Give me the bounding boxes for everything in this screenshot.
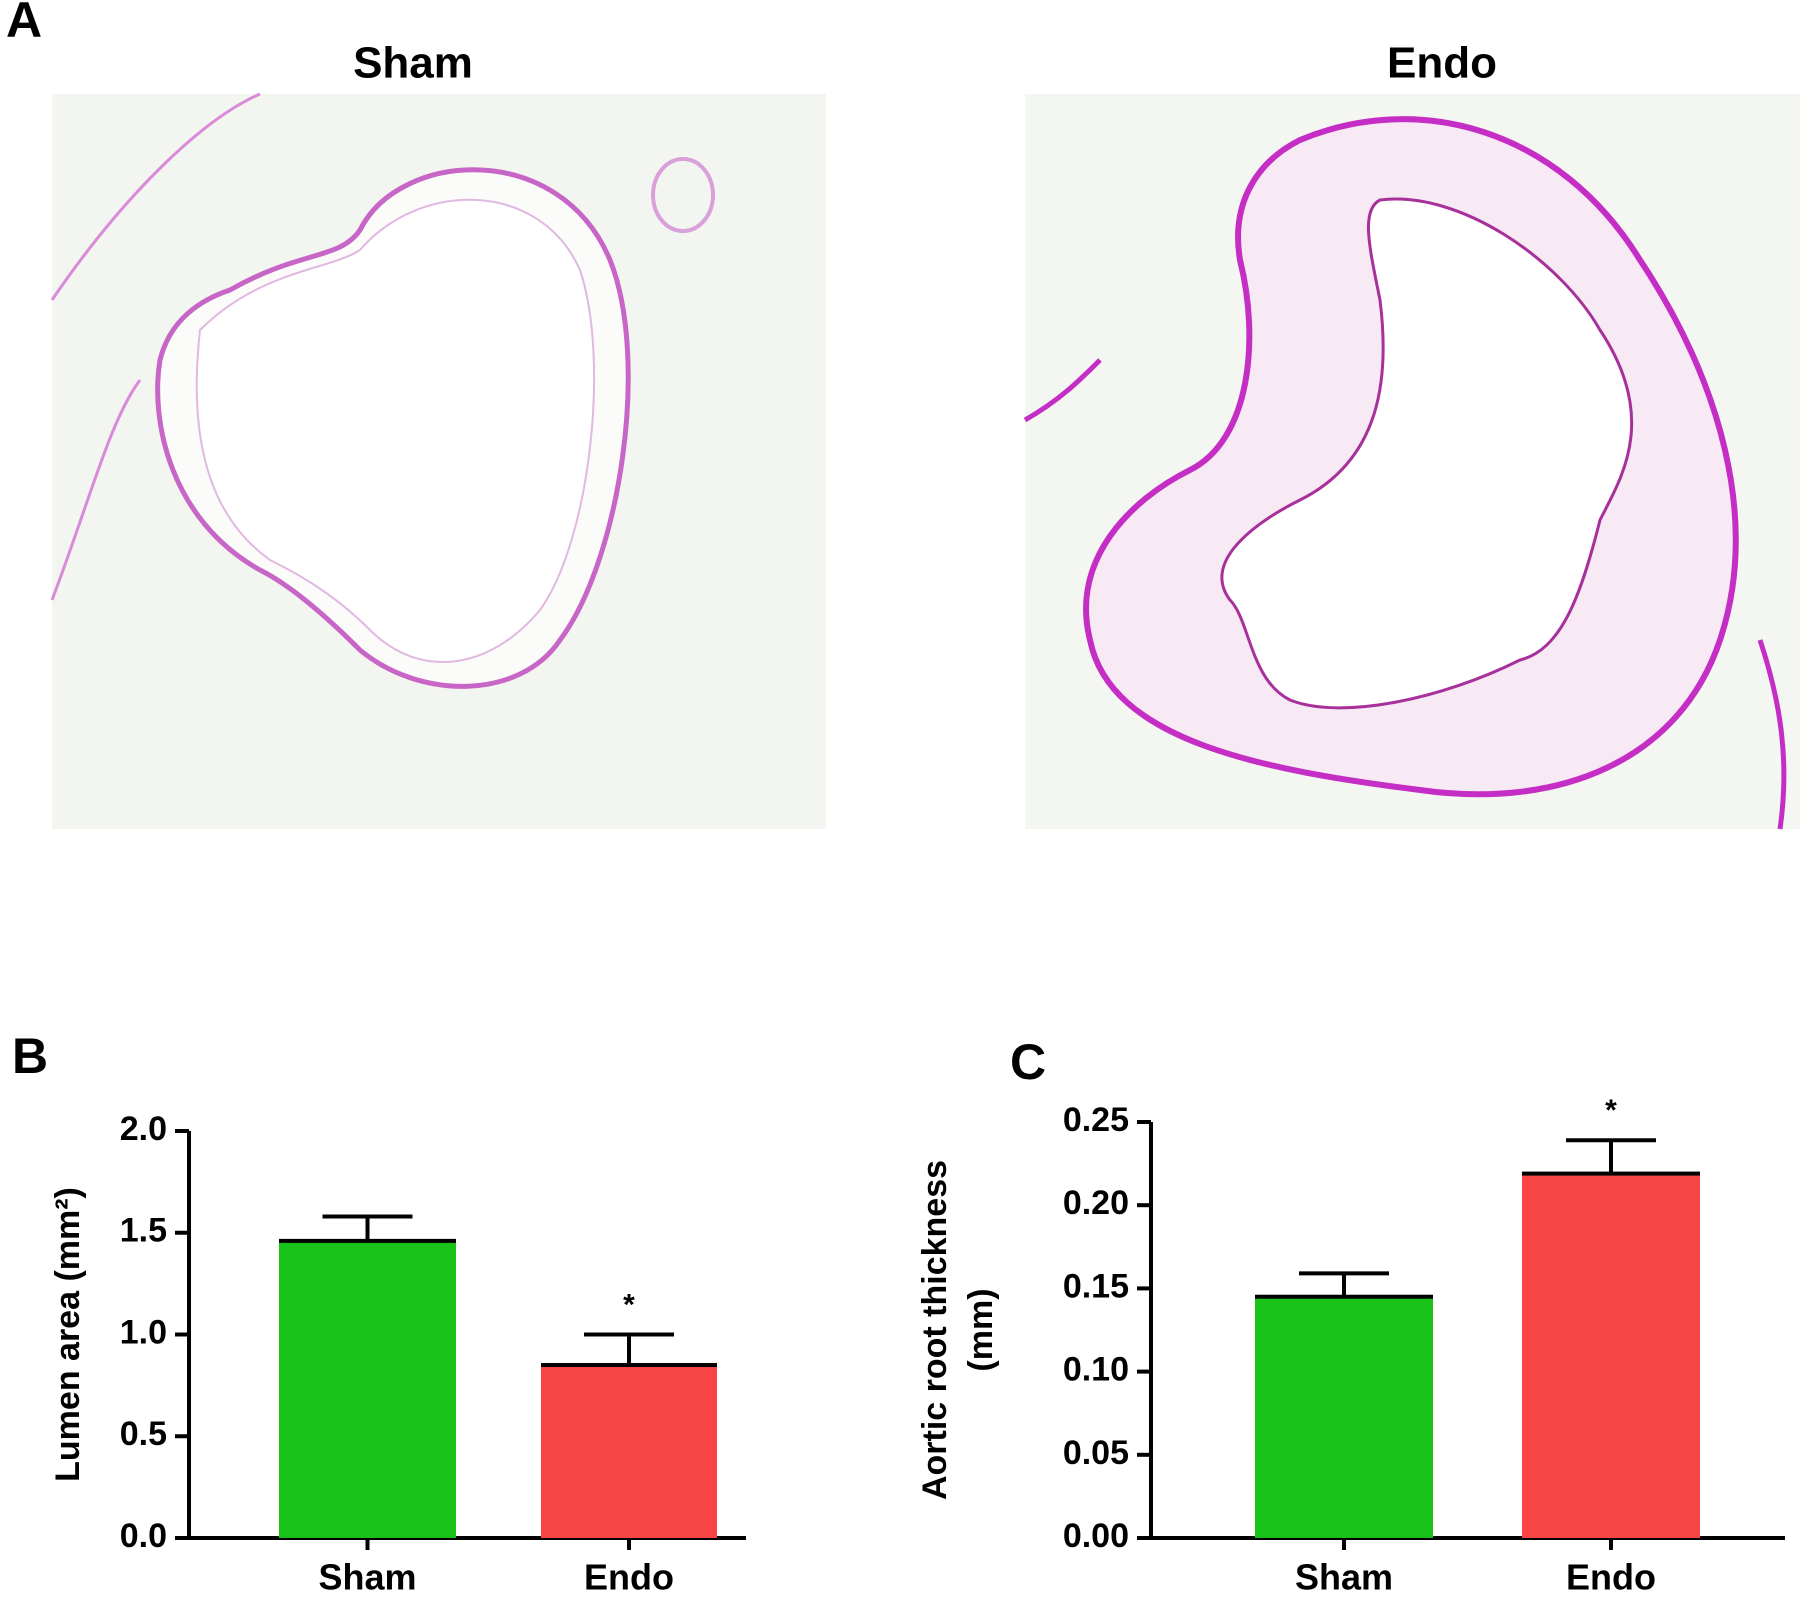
x-tick-label: Endo xyxy=(1566,1557,1656,1597)
bar-top xyxy=(1522,1171,1700,1176)
y-tick-label: 0.05 xyxy=(1063,1434,1129,1472)
panel-label: A xyxy=(6,0,42,48)
image-title: Sham xyxy=(353,39,473,88)
micrograph xyxy=(50,92,826,829)
y-tick-label: 0.0 xyxy=(120,1517,167,1555)
y-tick-label: 1.5 xyxy=(120,1212,167,1250)
y-tick-label: 0.5 xyxy=(120,1415,167,1453)
y-tick-label: 0.20 xyxy=(1063,1184,1129,1222)
y-tick-label: 1.0 xyxy=(120,1313,167,1351)
bar xyxy=(1522,1173,1700,1538)
error-bar xyxy=(322,1214,413,1241)
y-tick-label: 0.00 xyxy=(1063,1517,1129,1555)
x-tick-label: Sham xyxy=(1295,1557,1393,1597)
image-title: Endo xyxy=(1387,39,1497,88)
y-axis-label: (mm) xyxy=(962,1288,1000,1371)
y-axis-label: Aortic root thickness xyxy=(916,1160,954,1500)
panel-label: C xyxy=(1010,1034,1046,1090)
y-tick-label: 0.25 xyxy=(1063,1101,1129,1139)
bar xyxy=(1255,1296,1433,1538)
bar xyxy=(541,1365,717,1538)
error-bar xyxy=(1566,1138,1656,1174)
x-tick-label: Endo xyxy=(584,1557,674,1597)
panel-label: B xyxy=(12,1028,48,1084)
error-bar xyxy=(584,1332,674,1366)
bar-top xyxy=(279,1238,456,1243)
y-tick-label: 0.15 xyxy=(1063,1267,1129,1305)
bar-top xyxy=(541,1363,717,1368)
bar-top xyxy=(1255,1294,1433,1299)
error-bar xyxy=(1299,1271,1389,1297)
significance-mark: * xyxy=(623,1288,635,1321)
significance-mark: * xyxy=(1605,1094,1617,1127)
y-tick-label: 0.10 xyxy=(1063,1351,1129,1389)
y-axis-label: Lumen area (mm²) xyxy=(49,1187,87,1482)
y-tick-label: 2.0 xyxy=(120,1110,167,1148)
x-tick-label: Sham xyxy=(318,1557,416,1597)
bar xyxy=(279,1240,456,1538)
micrograph xyxy=(1023,94,1800,830)
